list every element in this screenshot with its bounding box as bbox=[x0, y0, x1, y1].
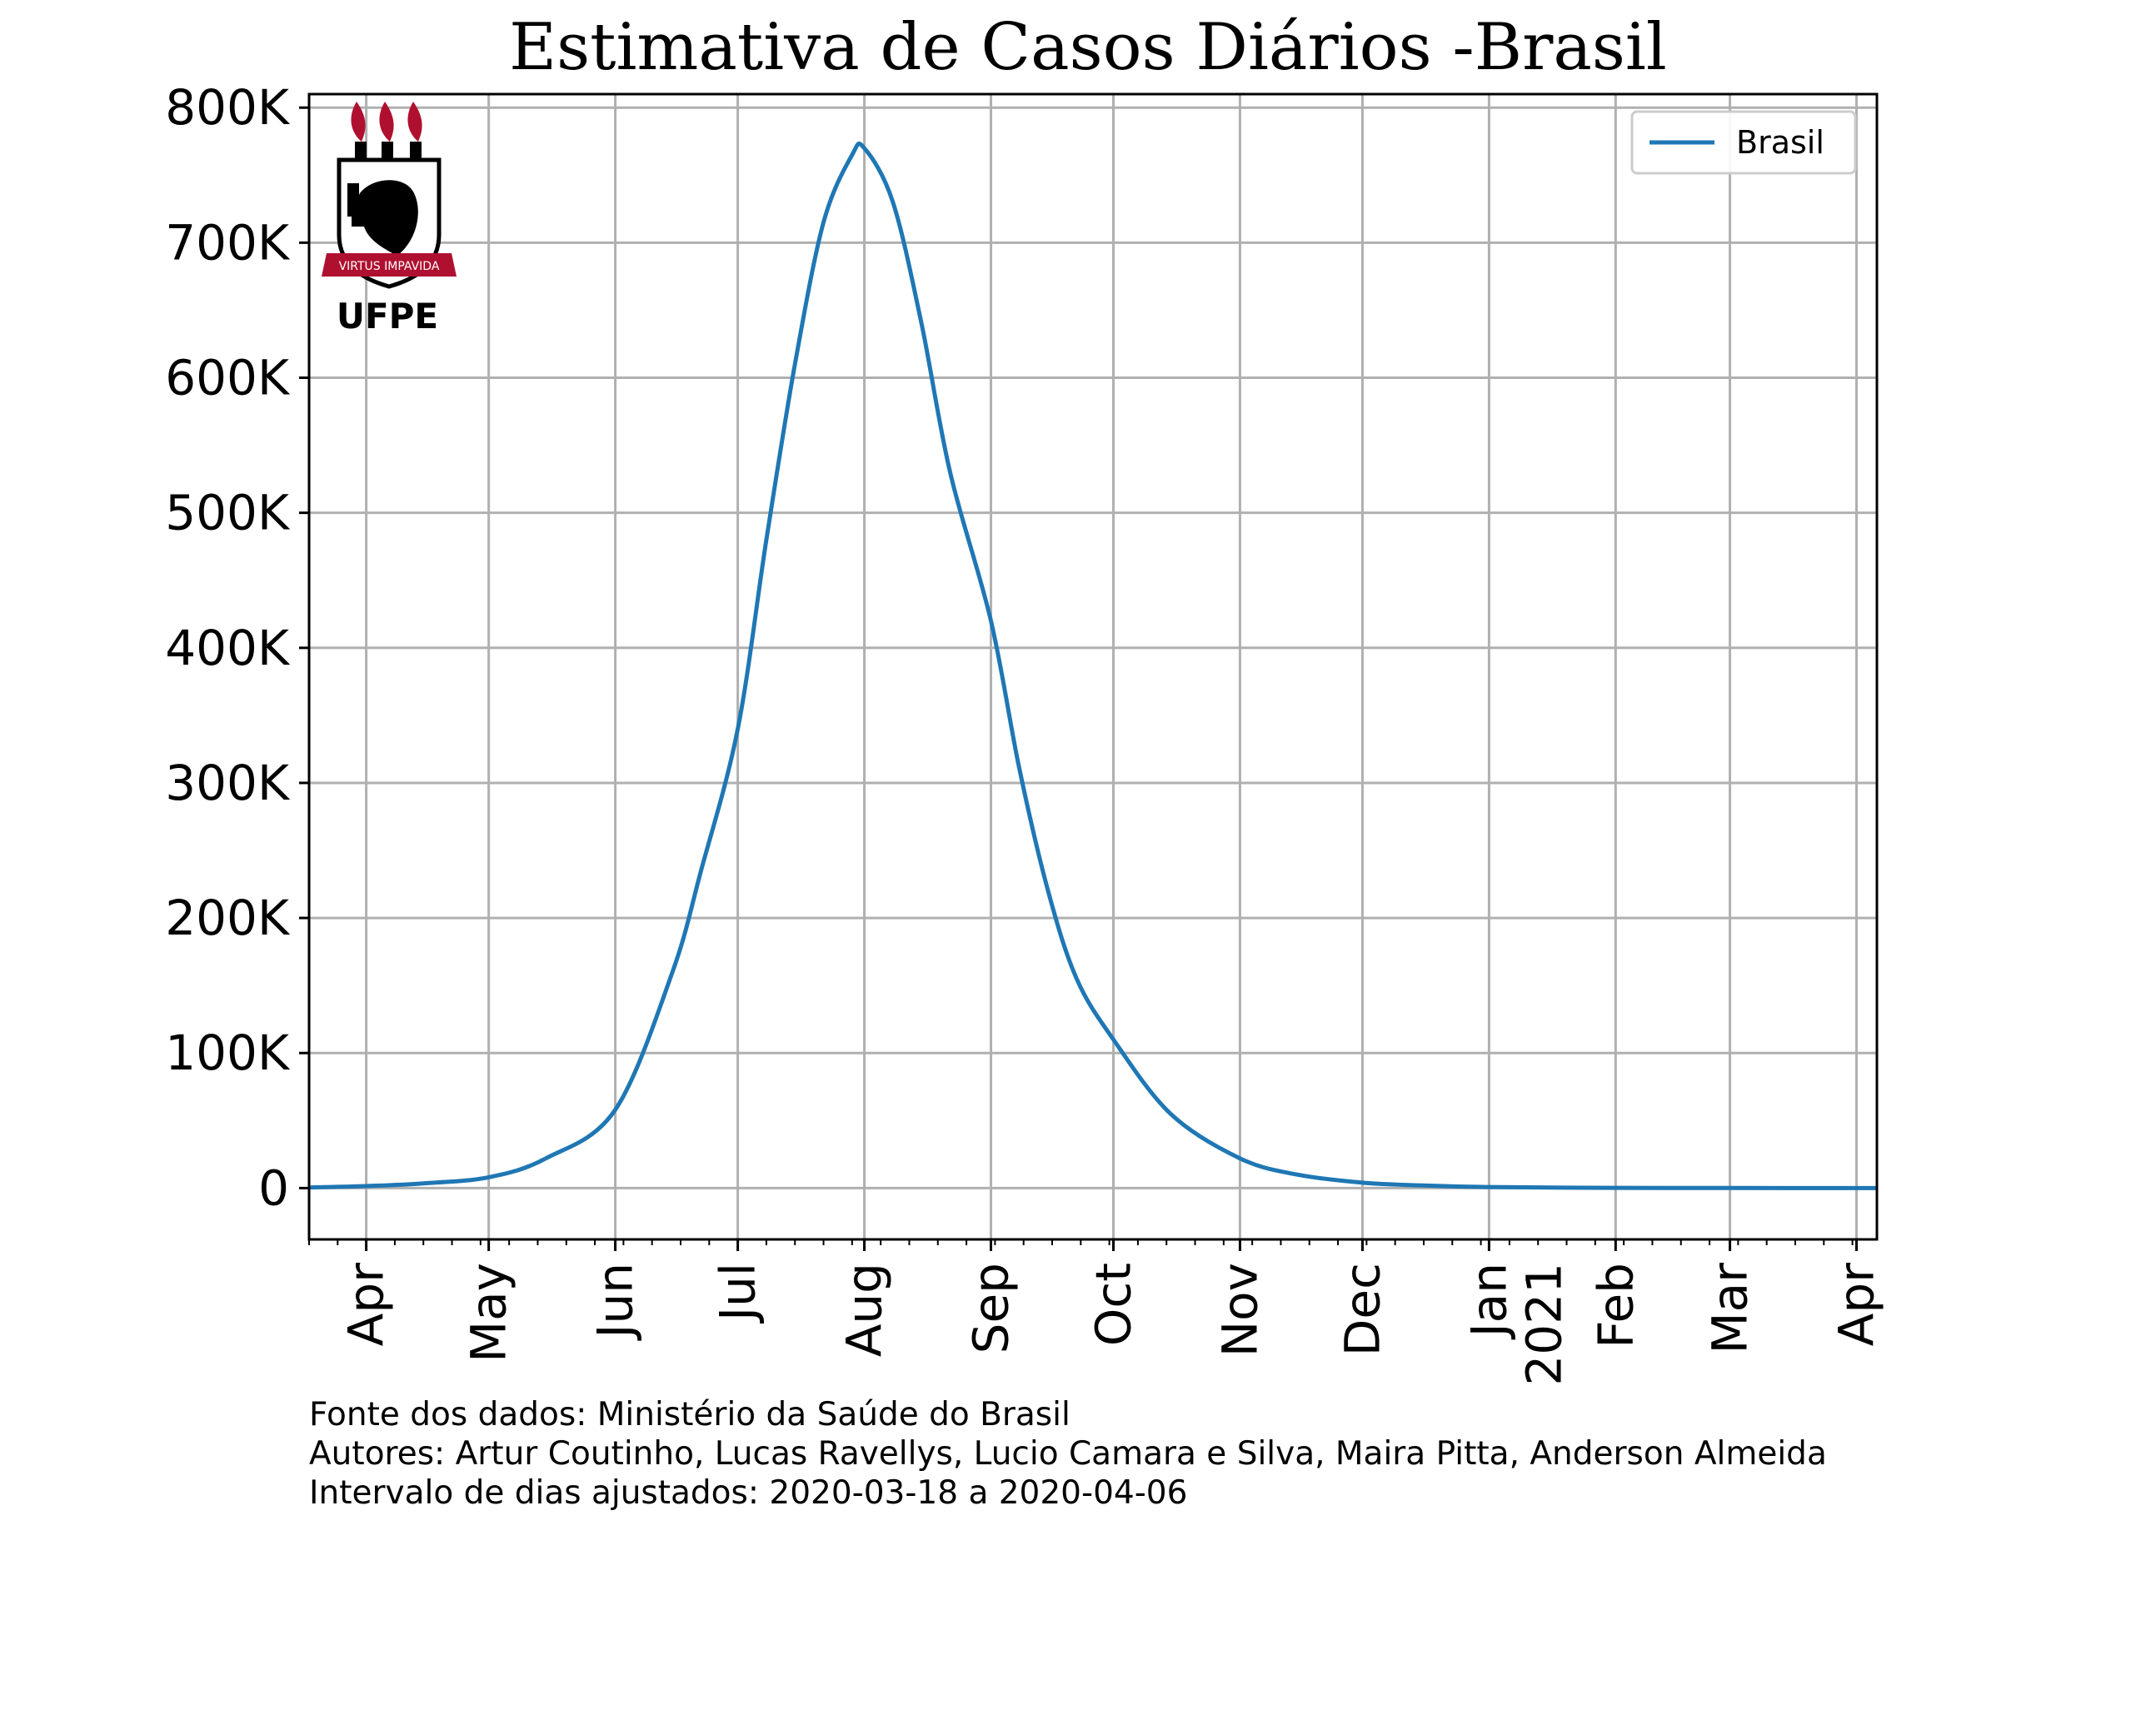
legend-box bbox=[1630, 110, 1857, 175]
legend-label-brasil: Brasil bbox=[1736, 124, 1824, 161]
torch-icon bbox=[379, 102, 394, 167]
x-tick-label: Jun bbox=[587, 1263, 644, 1341]
x-tick-label: Apr bbox=[1828, 1263, 1884, 1346]
footnote-source: Fonte dos dados: Ministério da Saúde do … bbox=[309, 1396, 1071, 1433]
footnote-authors: Autores: Artur Coutinho, Lucas Ravellys,… bbox=[309, 1435, 1827, 1473]
axes bbox=[307, 92, 1879, 1241]
x-tick-label: Mar bbox=[1702, 1263, 1759, 1354]
grid bbox=[309, 94, 1877, 1239]
logo-motto: VIRTUS IMPAVIDA bbox=[339, 260, 440, 273]
footnotes: Fonte dos dados: Ministério da Saúde do … bbox=[309, 1396, 1827, 1512]
y-tick-label: 0 bbox=[258, 1159, 289, 1216]
ribbon-banner: VIRTUS IMPAVIDA bbox=[322, 253, 457, 277]
x-tick-label: Feb bbox=[1587, 1263, 1644, 1349]
x-tick-label: Sep bbox=[962, 1263, 1019, 1354]
x-tick-label: Nov bbox=[1211, 1263, 1268, 1357]
y-tick-label: 200K bbox=[165, 890, 291, 946]
logo-name: UFPE bbox=[337, 296, 438, 337]
torch-icon bbox=[407, 102, 422, 167]
x-tick-label-year: 2021 bbox=[1515, 1263, 1572, 1386]
torch-icon bbox=[351, 102, 367, 167]
y-tick-label: 300K bbox=[165, 755, 291, 811]
footnote-interval: Intervalo de dias ajustados: 2020-03-18 … bbox=[309, 1474, 1187, 1512]
y-tick-label: 700K bbox=[165, 214, 291, 271]
x-tick-label: Jan bbox=[1460, 1263, 1517, 1339]
plot-frame bbox=[307, 92, 1879, 1241]
x-tick-label: Apr bbox=[338, 1263, 395, 1346]
y-tick-label: 400K bbox=[165, 620, 291, 676]
y-tick-label: 100K bbox=[165, 1025, 291, 1081]
chart-title: Estimativa de Casos Diários -Brasil bbox=[509, 10, 1667, 85]
x-tick-label: Oct bbox=[1085, 1263, 1142, 1346]
x-tick-label: May bbox=[461, 1263, 517, 1363]
series-line-brasil bbox=[308, 141, 1878, 1190]
ufpe-logo: VIRTUS IMPAVIDA UFPE bbox=[322, 102, 457, 337]
y-tick-label: 500K bbox=[165, 485, 291, 541]
y-axis-ticks: 0 100K 200K 300K 400K 500K 600K 700K 800K bbox=[165, 79, 309, 1216]
series-layer bbox=[308, 141, 1878, 1190]
x-tick-label: Aug bbox=[836, 1263, 893, 1357]
legend: Brasil bbox=[1630, 110, 1857, 175]
x-tick-label: Jul bbox=[710, 1263, 766, 1324]
y-tick-label: 800K bbox=[165, 79, 291, 136]
x-tick-label: Dec bbox=[1334, 1263, 1390, 1356]
y-tick-label: 600K bbox=[165, 350, 291, 406]
